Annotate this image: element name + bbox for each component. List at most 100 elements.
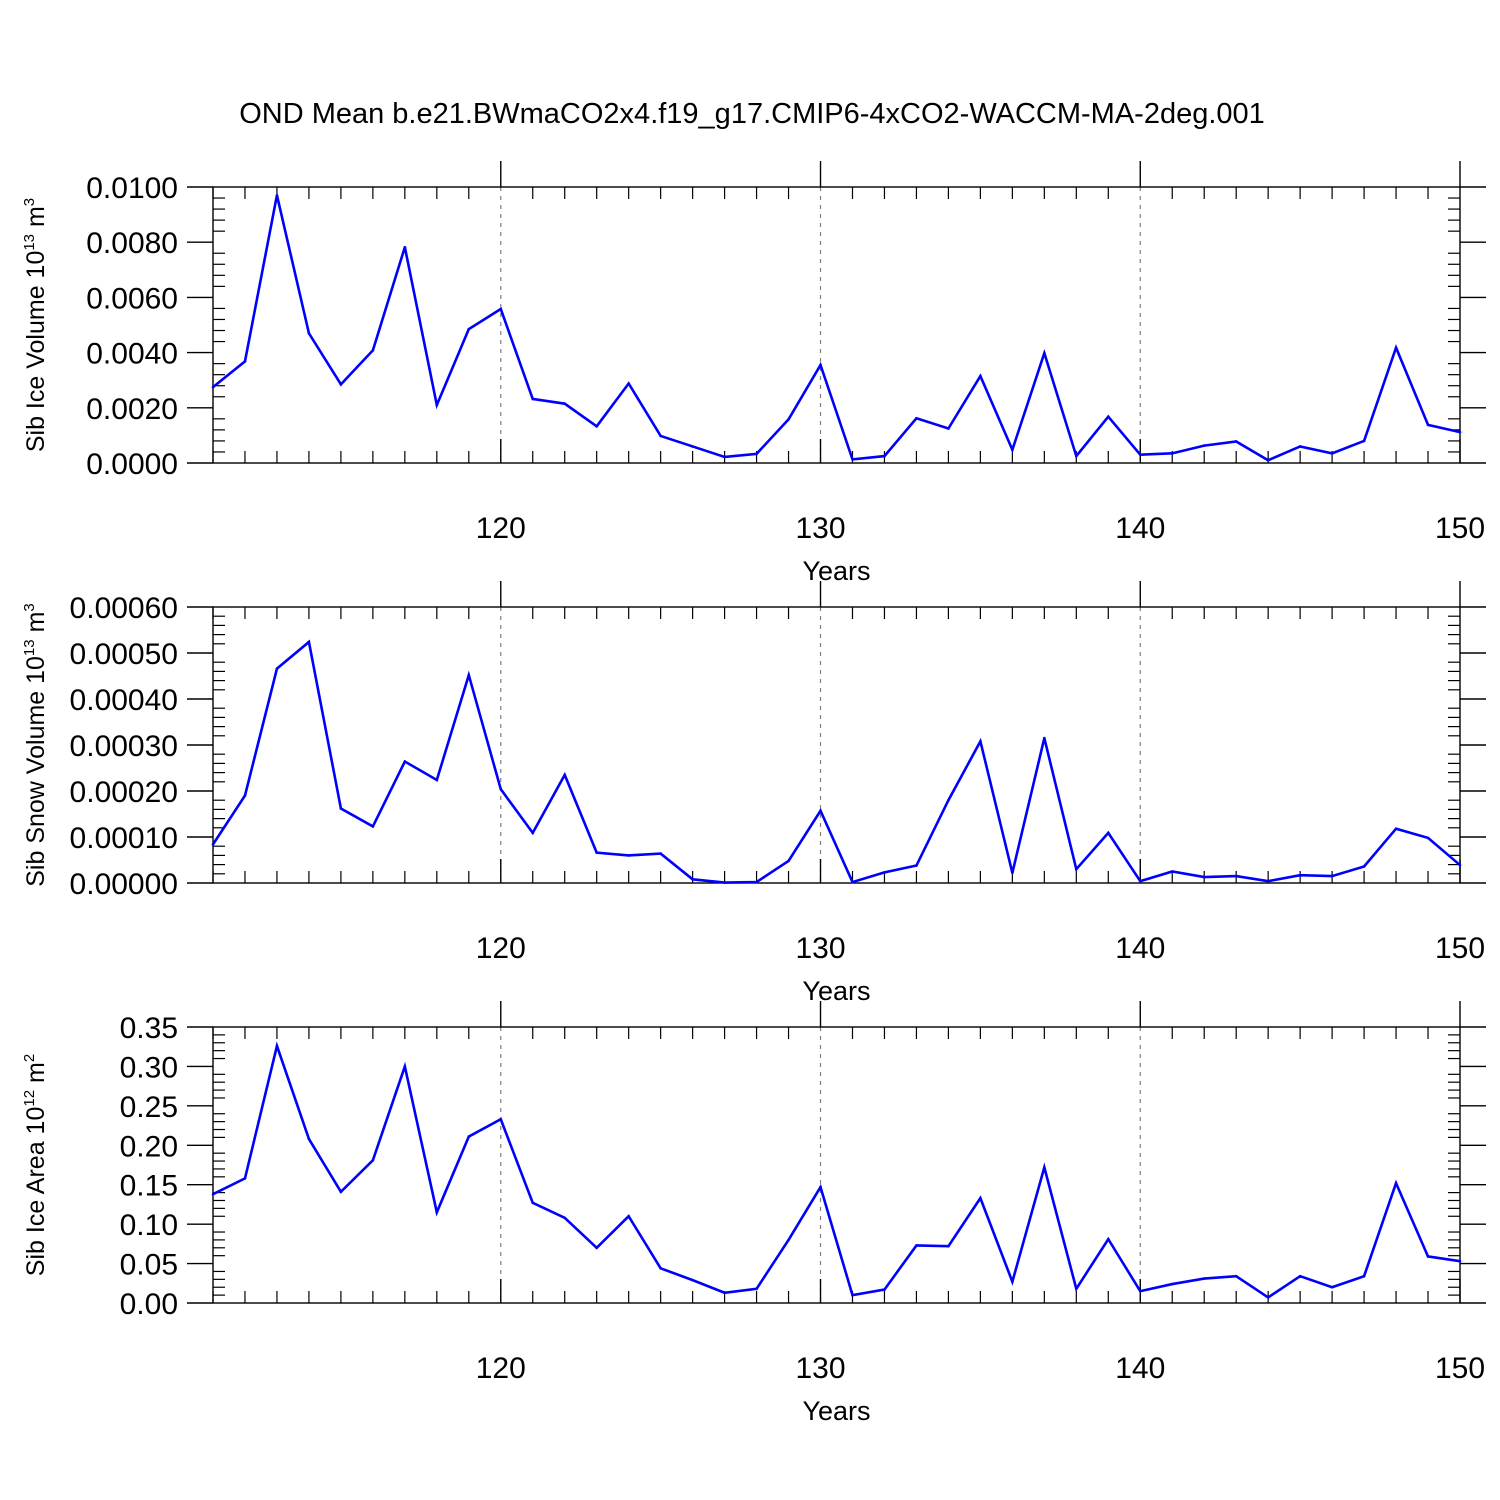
- data-point: [467, 327, 471, 331]
- series-line: [212, 194, 1461, 462]
- series-line: [212, 1041, 1461, 1300]
- series-line: [211, 639, 1461, 884]
- y-tick-label: 0.00030: [70, 730, 178, 763]
- data-point: [1043, 351, 1046, 355]
- data-point: [499, 787, 503, 791]
- data-point: [627, 854, 630, 857]
- chart-panel-1: 120 130 140 150 0.0000 0.0020 0.0040 0.0060 0.00…: [21, 161, 1486, 586]
- y-label-unit-exponent: 3: [21, 198, 38, 206]
- x-tick-label: 150: [1435, 1352, 1485, 1385]
- data-point: [851, 880, 854, 884]
- data-point: [819, 363, 822, 367]
- data-point: [691, 878, 694, 881]
- data-point: [1075, 1287, 1078, 1291]
- data-point: [1362, 439, 1366, 443]
- y-tick-label: 0.35: [120, 1012, 178, 1045]
- y-tick-label: 0.0060: [86, 282, 178, 315]
- data-point: [1458, 1259, 1462, 1263]
- x-tick-label: 140: [1115, 1352, 1165, 1385]
- data-point: [627, 1214, 630, 1218]
- x-tick-label: 140: [1115, 512, 1165, 545]
- data-point: [435, 403, 439, 407]
- data-point: [403, 1065, 407, 1068]
- data-point: [787, 859, 790, 863]
- y-tick-label: 0.10: [120, 1209, 178, 1242]
- x-tick-label: 150: [1435, 932, 1485, 965]
- y-tick-label: 0.00: [120, 1288, 178, 1321]
- y-tick-label: 0.00050: [70, 638, 178, 671]
- x-tick-label: 150: [1435, 512, 1485, 545]
- data-point: [1330, 1285, 1334, 1289]
- data-point: [1234, 440, 1238, 443]
- figure-title: OND Mean b.e21.BWmaCO2x4.f19_g17.CMIP6-4…: [239, 98, 1265, 130]
- data-point: [467, 1135, 471, 1138]
- data-point: [1106, 1237, 1110, 1241]
- data-point: [1106, 831, 1110, 835]
- data-point: [979, 740, 982, 743]
- y-tick-label: 0.00000: [70, 868, 178, 901]
- data-point: [275, 193, 279, 197]
- data-point: [1202, 875, 1206, 879]
- data-point: [595, 424, 598, 428]
- x-tick-label: 130: [795, 1352, 845, 1385]
- y-tick-label: 0.00040: [70, 684, 178, 717]
- y-label-exponent: 13: [21, 639, 38, 656]
- data-point: [883, 871, 886, 874]
- y-tick-label: 0.0080: [86, 227, 178, 260]
- data-point: [691, 445, 694, 448]
- data-point: [947, 1244, 950, 1248]
- y-label-exponent: 12: [21, 1090, 38, 1107]
- data-point: [595, 851, 598, 854]
- data-point: [883, 1288, 886, 1291]
- data-point: [1011, 1280, 1014, 1284]
- data-point: [1330, 452, 1334, 455]
- y-tick-label: 0.30: [120, 1051, 178, 1084]
- data-point: [403, 245, 407, 249]
- data-point: [1170, 870, 1174, 873]
- data-point: [307, 640, 311, 644]
- data-point: [243, 360, 247, 363]
- data-point: [659, 434, 662, 438]
- data-point: [755, 452, 758, 456]
- panels: 120 130 140 150 0.0000 0.0020 0.0040 0.0060 0.00…: [21, 161, 1486, 1426]
- data-point: [1394, 346, 1398, 349]
- data-point: [339, 807, 343, 810]
- x-tick-label: 120: [476, 1352, 526, 1385]
- data-point: [1075, 867, 1078, 871]
- data-point: [531, 1201, 535, 1205]
- data-point: [211, 1192, 215, 1196]
- data-point: [1234, 1274, 1238, 1278]
- data-point: [723, 881, 726, 884]
- x-axis-label: Years: [802, 976, 870, 1006]
- x-tick-label: 120: [476, 932, 526, 965]
- data-point: [1266, 879, 1270, 883]
- x-tick-label: 130: [795, 512, 845, 545]
- data-point: [915, 1244, 918, 1247]
- y-tick-label: 0.00020: [70, 776, 178, 809]
- data-point: [819, 809, 822, 813]
- y-tick-label: 0.00010: [70, 822, 178, 855]
- data-point: [1138, 453, 1142, 457]
- data-point: [1106, 415, 1110, 418]
- y-label-unit-exponent: 2: [21, 1054, 38, 1062]
- y-tick-label: 0.0100: [86, 172, 178, 205]
- y-label-exponent: 13: [21, 234, 38, 251]
- data-point: [787, 418, 790, 421]
- data-point: [467, 673, 471, 677]
- data-point: [915, 416, 918, 420]
- x-axis-label: Years: [802, 1396, 870, 1426]
- data-point: [1138, 879, 1142, 883]
- data-point: [1170, 1282, 1174, 1286]
- data-point: [1426, 423, 1430, 427]
- data-point: [851, 1293, 854, 1297]
- data-point: [1266, 1296, 1270, 1299]
- data-point: [979, 1196, 982, 1200]
- data-point: [1202, 1277, 1206, 1280]
- y-tick-label: 0.15: [120, 1170, 178, 1203]
- data-point: [947, 427, 950, 430]
- chart-panel-3: 120 130 140 150 0.00 0.05 0.10 0.15 0.20 0.25 0.30…: [21, 1001, 1486, 1426]
- y-tick-label: 0.20: [120, 1130, 178, 1163]
- data-point: [371, 1158, 375, 1162]
- data-point: [979, 374, 982, 378]
